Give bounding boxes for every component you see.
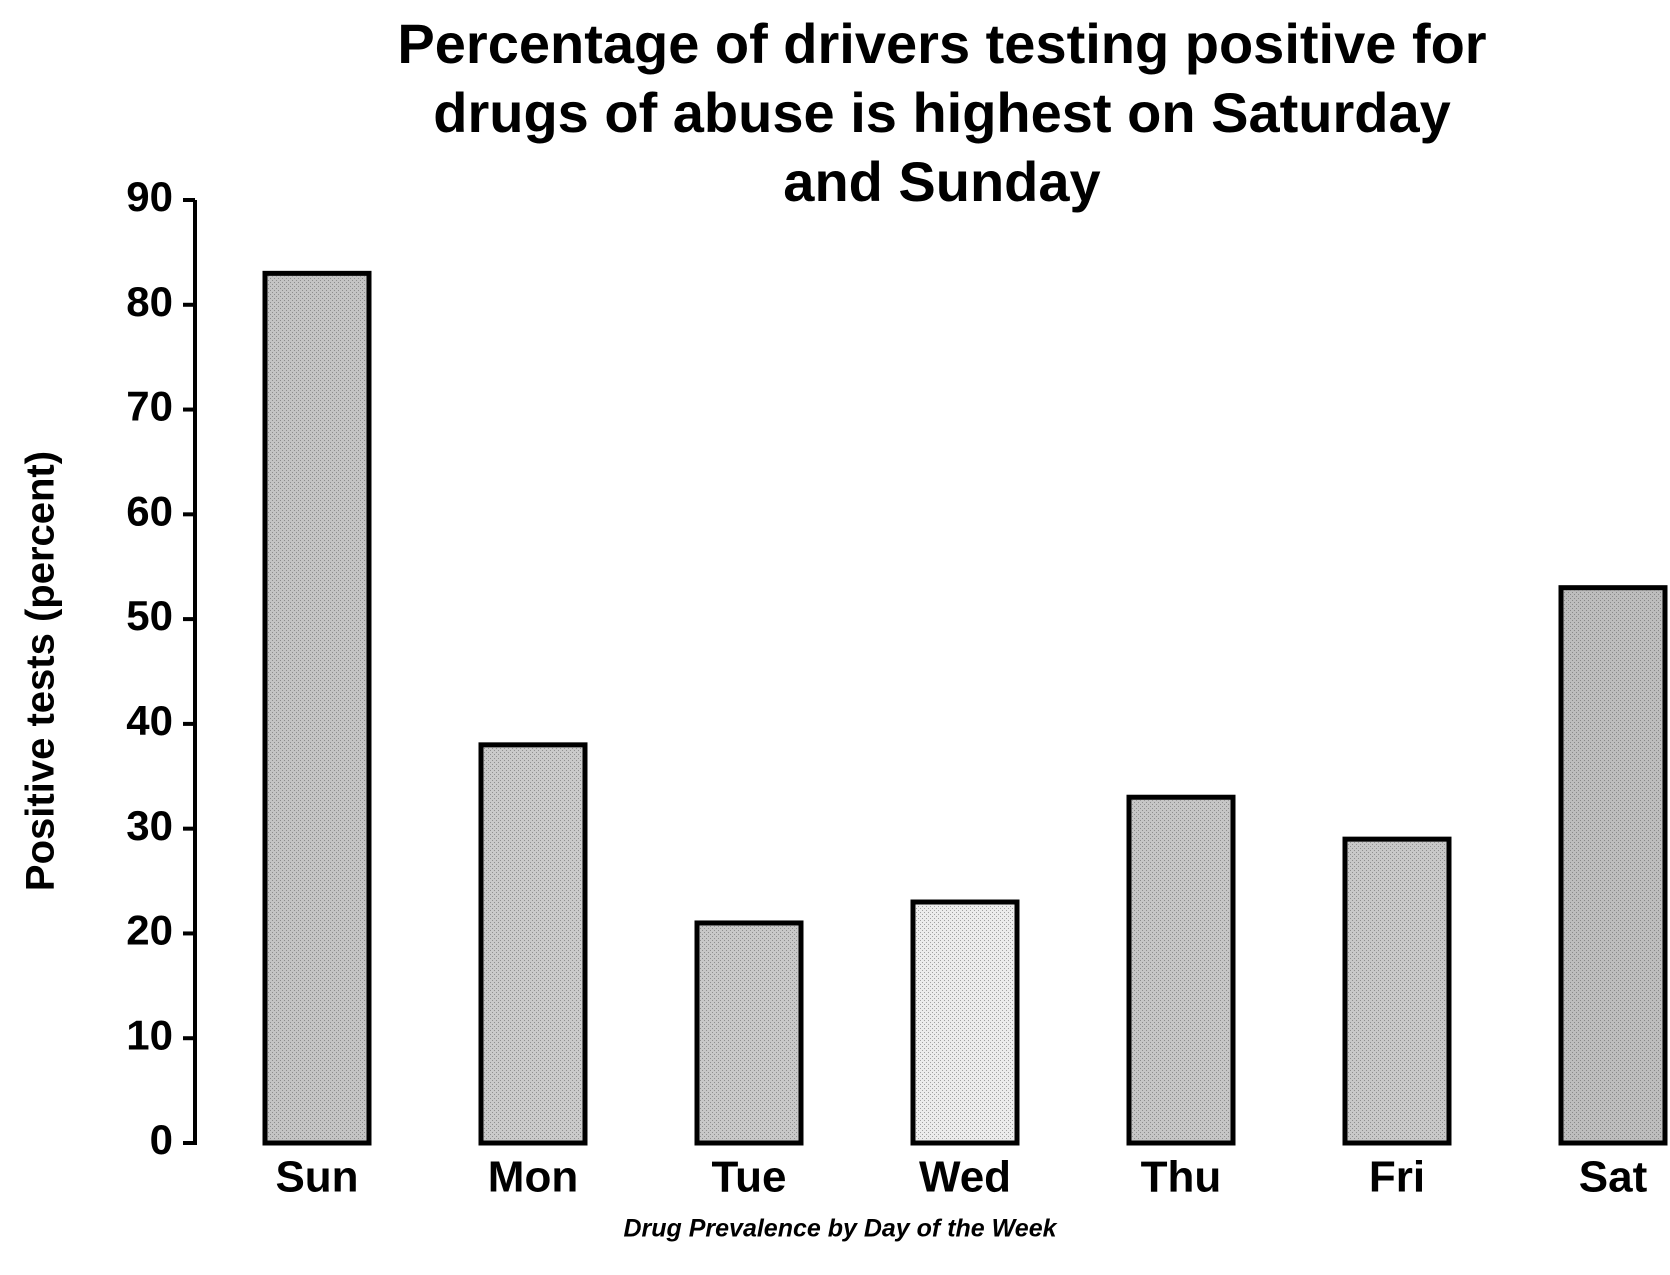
x-tick-label: Sun	[275, 1153, 358, 1202]
bar-texture	[1132, 800, 1230, 1140]
bar-texture	[916, 905, 1014, 1140]
bar-texture	[1348, 842, 1446, 1140]
chart-title: Percentage of drivers testing positive f…	[397, 12, 1486, 75]
y-tick-label: 60	[126, 487, 173, 534]
bar-texture	[1564, 590, 1662, 1140]
y-tick-label: 30	[126, 802, 173, 849]
y-tick-label: 80	[126, 278, 173, 325]
x-tick-label: Mon	[488, 1153, 578, 1202]
bar-texture	[484, 747, 582, 1140]
x-tick-label: Thu	[1141, 1153, 1222, 1202]
bar-texture	[268, 276, 366, 1140]
y-tick-label: 90	[126, 173, 173, 220]
x-tick-label: Sat	[1579, 1153, 1648, 1202]
y-tick-label: 0	[150, 1116, 173, 1163]
chart-title: drugs of abuse is highest on Saturday	[433, 81, 1451, 144]
y-axis-label: Positive tests (percent)	[19, 451, 63, 891]
x-tick-label: Fri	[1369, 1153, 1425, 1202]
y-tick-label: 10	[126, 1011, 173, 1058]
bar-texture	[700, 925, 798, 1140]
chart-title: and Sunday	[783, 150, 1100, 213]
caption: Drug Prevalence by Day of the Week	[623, 1215, 1057, 1243]
y-tick-label: 20	[126, 907, 173, 954]
x-tick-label: Tue	[712, 1153, 787, 1202]
x-tick-label: Wed	[919, 1153, 1011, 1202]
y-tick-label: 50	[126, 592, 173, 639]
y-tick-label: 70	[126, 383, 173, 430]
y-tick-label: 40	[126, 697, 173, 744]
